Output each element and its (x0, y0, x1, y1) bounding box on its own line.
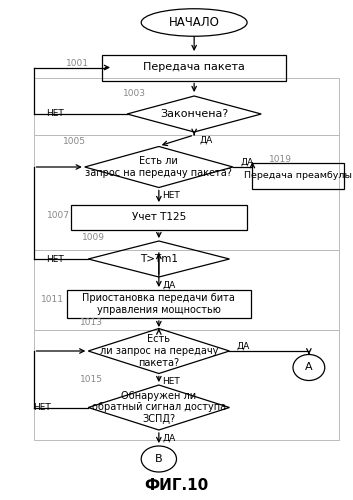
Text: Обнаружен ли
обратный сигнал доступа
ЗСПД?: Обнаружен ли обратный сигнал доступа ЗСП… (92, 391, 226, 424)
Text: НЕТ: НЕТ (162, 376, 180, 386)
Text: 1009: 1009 (82, 232, 105, 241)
Text: Приостановка передачи бита
управления мощностью: Приостановка передачи бита управления мо… (82, 293, 235, 315)
Text: 1007: 1007 (47, 210, 70, 220)
Text: НАЧАЛО: НАЧАЛО (169, 16, 220, 29)
Text: Закончена?: Закончена? (160, 109, 228, 119)
Text: 1011: 1011 (41, 294, 64, 304)
Text: А: А (305, 362, 313, 372)
Text: ФИГ.10: ФИГ.10 (144, 478, 209, 494)
Text: 1019: 1019 (269, 156, 292, 164)
Text: 1013: 1013 (79, 318, 103, 327)
Text: 1001: 1001 (66, 59, 89, 68)
Text: ДА: ДА (240, 158, 253, 166)
Text: T>Tm1: T>Tm1 (140, 254, 178, 264)
Text: НЕТ: НЕТ (162, 191, 180, 200)
Text: 1015: 1015 (79, 374, 103, 384)
Text: 1003: 1003 (122, 88, 146, 98)
Text: ДА: ДА (162, 280, 176, 289)
Text: Учет T125: Учет T125 (132, 212, 186, 222)
Text: НЕТ: НЕТ (34, 403, 51, 412)
Text: Есть ли
запрос на передачу пакета?: Есть ли запрос на передачу пакета? (85, 156, 232, 178)
Text: Передача пакета: Передача пакета (143, 62, 245, 72)
Text: НЕТ: НЕТ (46, 110, 64, 118)
Text: 1005: 1005 (62, 138, 86, 146)
Text: Передача преамбулы: Передача преамбулы (244, 172, 352, 180)
Text: ДА: ДА (237, 342, 250, 350)
Text: ДА: ДА (199, 136, 213, 144)
Text: НЕТ: НЕТ (46, 254, 64, 264)
Text: Есть
ли запрос на передачу
пакета?: Есть ли запрос на передачу пакета? (100, 334, 218, 368)
Text: В: В (155, 454, 163, 464)
Text: ДА: ДА (162, 434, 176, 443)
